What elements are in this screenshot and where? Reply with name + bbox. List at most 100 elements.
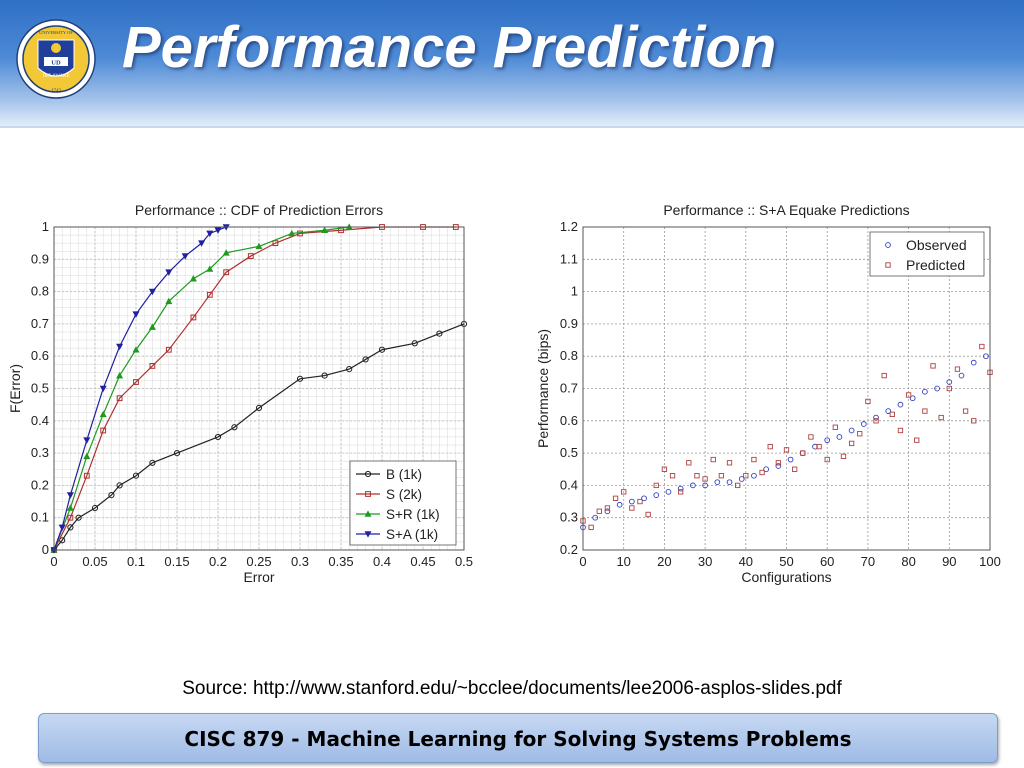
y-tick-label: 0.8 [31,284,49,299]
observed-point [946,379,953,385]
x-tick-label: 10 [616,554,630,569]
cdf-data-point [165,346,172,353]
predicted-point [857,431,863,437]
y-tick-label: 0.4 [560,477,578,492]
observed-point [775,463,782,469]
observed-point [641,495,647,502]
scatter-plot-frame [582,226,991,551]
observed-point [934,385,940,392]
y-tick-label: 1.2 [560,219,578,234]
y-tick-label: 1 [571,284,578,299]
observed-point [592,514,599,521]
legend-label: Observed [906,237,967,253]
predicted-point [783,447,790,453]
cdf-data-point [99,385,107,393]
cdf-data-point [66,504,74,511]
x-tick-label: 0.35 [328,554,353,569]
legend-swatch-marker [364,470,372,478]
x-tick-label: 70 [861,554,875,569]
cdf-data-point [83,452,91,460]
predicted-point [718,473,725,479]
cdf-data-point [83,472,90,479]
cdf-data-point [231,424,238,431]
cdf-data-point [66,492,74,499]
observed-point [922,388,928,395]
scatter-series-group [580,343,993,531]
predicted-point [775,460,782,466]
x-tick-label: 0.1 [127,554,145,569]
predicted-point [808,434,814,440]
legend-swatch-marker [365,491,371,497]
cdf-data-point [411,340,418,347]
cdf-data-point [149,362,156,369]
cdf-data-point [116,343,124,351]
cdf-data-point [198,240,206,247]
cdf-data-point [190,314,197,321]
legend-swatch-marker [364,510,372,517]
y-tick-label: 0.2 [31,477,49,492]
cdf-data-point [165,297,173,305]
equake-scatter-chart: 0 10 20 30 40 50 60 70 80 90 100 0.2 0.3 0.4 0.5 0.6 0.7… [535,202,1001,585]
y-tick-label: 0.8 [560,348,578,363]
x-tick-label: 0.45 [410,554,435,569]
x-tick-label: 0.5 [455,554,473,569]
cdf-series-group [50,223,468,554]
y-tick-label: 0.6 [31,348,49,363]
predicted-point [612,495,619,501]
observed-point [970,359,977,366]
cdf-series-line [53,226,227,551]
scatter-legend: Observed Predicted [869,231,985,277]
cdf-data-point [99,410,107,418]
y-tick-label: 0.3 [31,445,49,460]
slide-header [0,0,1024,128]
cdf-data-point [67,524,74,531]
predicted-point [816,443,822,450]
predicted-point [621,489,627,495]
predicted-point [922,408,928,414]
predicted-point [897,427,904,434]
y-tick-label: 0.9 [31,251,49,266]
cdf-y-axis-label: F(Error) [7,364,23,413]
x-tick-label: 20 [657,554,671,569]
legend-label: S (2k) [386,487,422,502]
predicted-point [743,473,749,479]
footer-bar: CISC 879 - Machine Learning for Solving … [38,713,998,763]
cdf-data-point [222,249,230,256]
y-tick-label: 0.9 [560,316,578,331]
scatter-grid [582,226,991,551]
predicted-point [962,408,969,414]
y-tick-label: 0.2 [560,542,578,557]
observed-point [763,466,770,473]
observed-point [848,427,855,434]
predicted-point [645,511,651,518]
cdf-data-point [165,269,173,276]
predicted-point [979,343,985,350]
x-tick-label: 0.05 [82,554,107,569]
predicted-point [751,456,757,463]
cdf-data-point [206,230,214,238]
predicted-point [800,450,806,456]
predicted-point [669,473,676,479]
predicted-point [678,489,684,495]
legend-box [869,231,985,277]
observed-point [836,434,843,440]
observed-point [751,472,757,479]
predicted-point [735,482,741,489]
observed-point [885,408,892,414]
slide-title: Performance Prediction [122,15,777,80]
cdf-x-axis-label: Error [243,569,274,585]
predicted-point [726,460,733,466]
predicted-point [702,476,708,482]
cdf-data-point [255,242,263,250]
cdf-data-point [100,427,107,434]
cdf-data-point [214,227,222,234]
x-tick-label: 30 [698,554,712,569]
svg-text:UD: UD [51,60,61,67]
predicted-point [905,392,912,398]
y-tick-label: 0.7 [31,316,49,331]
cdf-data-point [58,524,66,532]
predicted-point [791,466,798,472]
cdf-data-point [133,379,139,385]
x-tick-label: 90 [942,554,956,569]
footer-course-title: CISC 879 - Machine Learning for Solving … [184,727,852,751]
